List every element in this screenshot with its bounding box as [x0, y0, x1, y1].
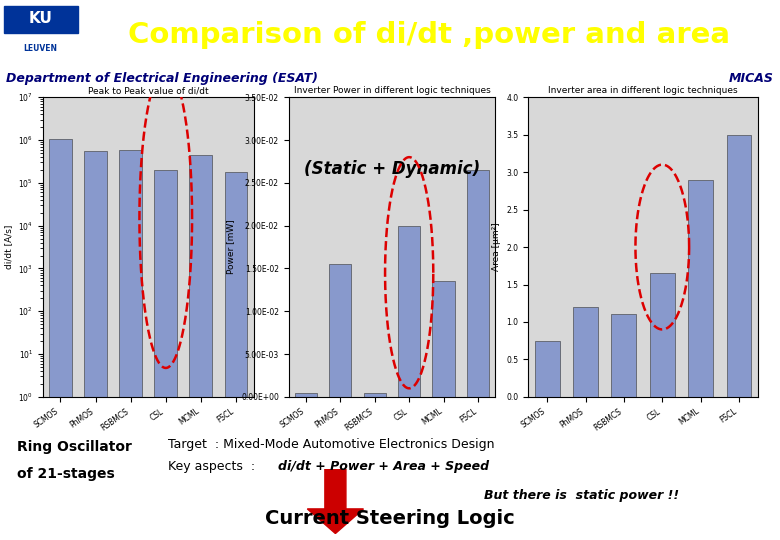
Bar — [650, 273, 675, 397]
Bar — [49, 139, 72, 540]
Text: But there is  static power !!: But there is static power !! — [484, 489, 679, 502]
Bar — [535, 341, 560, 397]
Text: Ring Oscillator: Ring Oscillator — [17, 440, 132, 454]
Bar — [573, 307, 598, 397]
FancyBboxPatch shape — [4, 5, 78, 33]
Text: Comparison of di/dt ,power and area: Comparison of di/dt ,power and area — [128, 21, 730, 49]
Bar — [398, 226, 420, 397]
Text: MICAS: MICAS — [729, 72, 774, 85]
Bar — [225, 172, 247, 540]
Y-axis label: Power [mW]: Power [mW] — [226, 220, 236, 274]
Title: Inverter Power in different logic techniques: Inverter Power in different logic techni… — [293, 86, 491, 95]
Bar — [154, 170, 177, 540]
Text: Department of Electrical Engineering (ESAT): Department of Electrical Engineering (ES… — [6, 72, 318, 85]
Bar — [119, 150, 142, 540]
Title: Peak to Peak value of di/dt: Peak to Peak value of di/dt — [88, 86, 208, 95]
Y-axis label: Area [μm²]: Area [μm²] — [491, 222, 501, 272]
Text: (Static + Dynamic): (Static + Dynamic) — [304, 160, 480, 178]
Text: Key aspects  :: Key aspects : — [168, 460, 259, 473]
Bar — [329, 264, 352, 397]
Text: KU: KU — [29, 11, 52, 26]
Text: Current Steering Logic: Current Steering Logic — [265, 509, 515, 528]
Bar — [688, 180, 713, 397]
FancyBboxPatch shape — [4, 5, 78, 64]
Bar — [363, 394, 386, 397]
Title: Inverter area in different logic techniques: Inverter area in different logic techniq… — [548, 86, 738, 95]
Bar — [612, 314, 636, 397]
Text: Target  : Mixed-Mode Automotive Electronics Design: Target : Mixed-Mode Automotive Electroni… — [168, 438, 495, 451]
Bar — [432, 281, 455, 397]
Bar — [726, 134, 751, 397]
Bar — [190, 155, 212, 540]
Bar — [467, 170, 489, 397]
Polygon shape — [307, 469, 363, 534]
Y-axis label: di/dt [A/s]: di/dt [A/s] — [4, 225, 12, 269]
Bar — [295, 393, 317, 397]
Bar — [84, 151, 107, 540]
Text: LEUVEN: LEUVEN — [23, 44, 58, 53]
Text: of 21-stages: of 21-stages — [17, 467, 115, 481]
Text: di/dt + Power + Area + Speed: di/dt + Power + Area + Speed — [278, 460, 489, 473]
